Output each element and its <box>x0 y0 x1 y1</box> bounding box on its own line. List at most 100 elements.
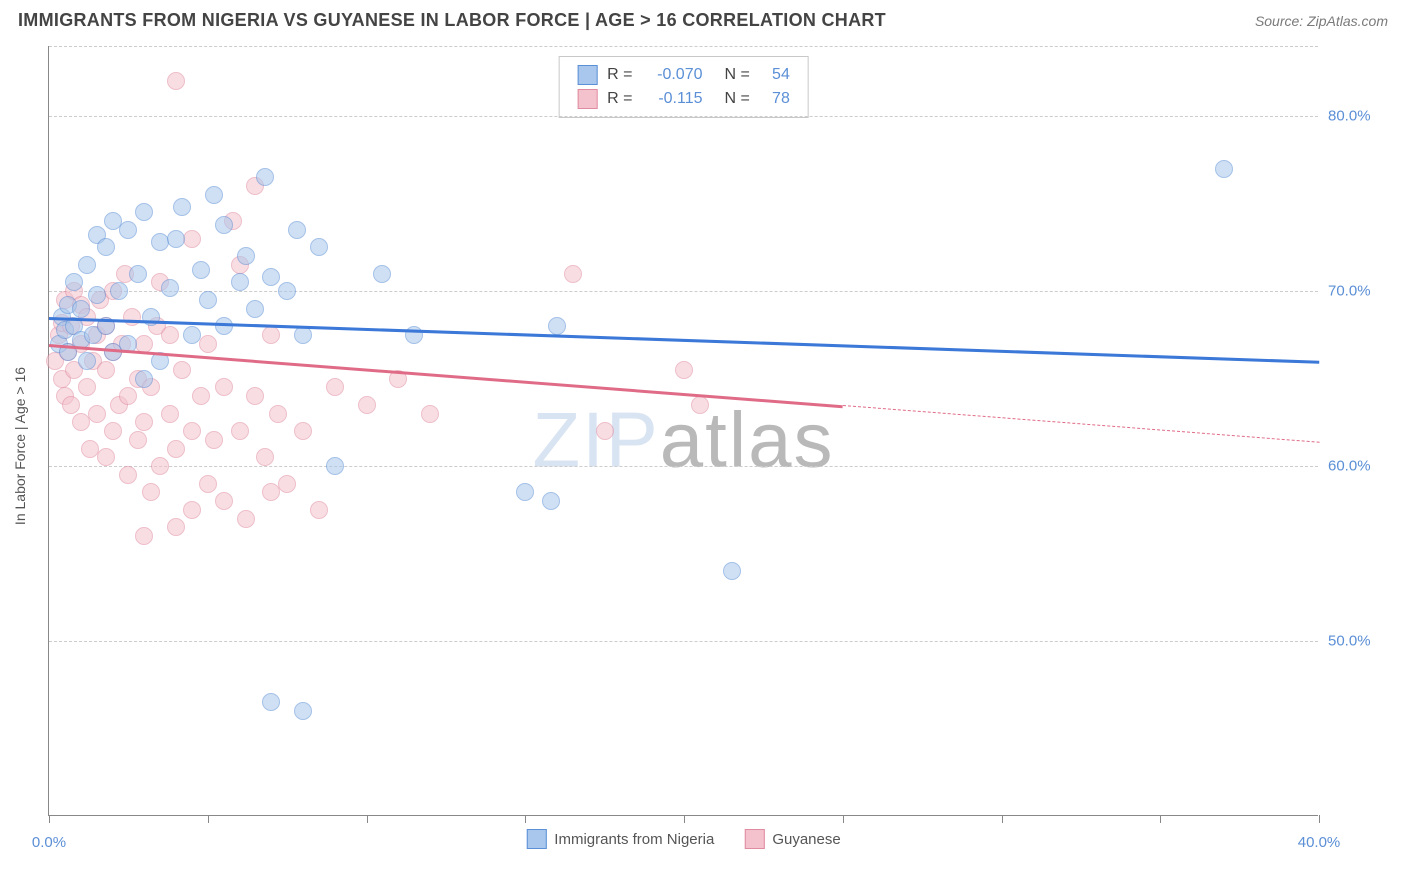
x-tick <box>1002 815 1003 823</box>
data-point-guyanese <box>237 510 255 528</box>
data-point-nigeria <box>173 198 191 216</box>
correlation-legend: R = -0.070 N = 54 R = -0.115 N = 78 <box>558 56 809 118</box>
data-point-guyanese <box>183 422 201 440</box>
data-point-guyanese <box>142 483 160 501</box>
data-point-guyanese <box>215 378 233 396</box>
data-point-guyanese <box>167 518 185 536</box>
data-point-guyanese <box>205 431 223 449</box>
y-axis-title: In Labor Force | Age > 16 <box>12 367 28 525</box>
data-point-guyanese <box>119 466 137 484</box>
data-point-nigeria <box>97 238 115 256</box>
data-point-nigeria <box>167 230 185 248</box>
data-point-nigeria <box>199 291 217 309</box>
data-point-nigeria <box>548 317 566 335</box>
n-value-guyanese: 78 <box>760 90 790 108</box>
data-point-nigeria <box>192 261 210 279</box>
data-point-guyanese <box>421 405 439 423</box>
data-point-guyanese <box>256 448 274 466</box>
data-point-guyanese <box>119 387 137 405</box>
data-point-nigeria <box>142 308 160 326</box>
data-point-guyanese <box>129 431 147 449</box>
swatch-guyanese <box>577 89 597 109</box>
data-point-nigeria <box>78 256 96 274</box>
data-point-guyanese <box>192 387 210 405</box>
data-point-nigeria <box>237 247 255 265</box>
x-tick <box>843 815 844 823</box>
r-value-nigeria: -0.070 <box>643 66 703 84</box>
data-point-nigeria <box>1215 160 1233 178</box>
gridline <box>49 466 1318 467</box>
data-point-nigeria <box>72 300 90 318</box>
data-point-guyanese <box>161 326 179 344</box>
x-tick-label: 40.0% <box>1298 834 1341 851</box>
x-tick <box>1319 815 1320 823</box>
legend-item-guyanese: Guyanese <box>744 829 840 849</box>
y-tick-label: 80.0% <box>1328 108 1388 125</box>
data-point-guyanese <box>151 457 169 475</box>
data-point-nigeria <box>110 282 128 300</box>
data-point-guyanese <box>161 405 179 423</box>
data-point-nigeria <box>262 268 280 286</box>
bottom-legend: Immigrants from Nigeria Guyanese <box>526 829 840 849</box>
data-point-guyanese <box>62 396 80 414</box>
data-point-guyanese <box>294 422 312 440</box>
data-point-guyanese <box>262 326 280 344</box>
data-point-nigeria <box>215 317 233 335</box>
data-point-guyanese <box>269 405 287 423</box>
data-point-nigeria <box>278 282 296 300</box>
x-tick <box>1160 815 1161 823</box>
data-point-guyanese <box>596 422 614 440</box>
data-point-nigeria <box>78 352 96 370</box>
x-tick <box>367 815 368 823</box>
trend-line <box>49 344 843 408</box>
y-tick-label: 60.0% <box>1328 458 1388 475</box>
data-point-guyanese <box>135 527 153 545</box>
data-point-nigeria <box>161 279 179 297</box>
x-tick-label: 0.0% <box>32 834 66 851</box>
data-point-nigeria <box>88 286 106 304</box>
swatch-guyanese-icon <box>744 829 764 849</box>
data-point-nigeria <box>231 273 249 291</box>
swatch-nigeria-icon <box>526 829 546 849</box>
chart-title: IMMIGRANTS FROM NIGERIA VS GUYANESE IN L… <box>18 10 886 31</box>
data-point-nigeria <box>288 221 306 239</box>
data-point-nigeria <box>326 457 344 475</box>
r-value-guyanese: -0.115 <box>643 90 703 108</box>
data-point-nigeria <box>516 483 534 501</box>
x-tick <box>208 815 209 823</box>
x-tick <box>49 815 50 823</box>
data-point-guyanese <box>97 448 115 466</box>
swatch-nigeria <box>577 65 597 85</box>
data-point-nigeria <box>129 265 147 283</box>
trend-line-dashed <box>843 405 1319 443</box>
data-point-guyanese <box>675 361 693 379</box>
data-point-nigeria <box>65 273 83 291</box>
data-point-nigeria <box>256 168 274 186</box>
data-point-nigeria <box>135 203 153 221</box>
data-point-nigeria <box>205 186 223 204</box>
data-point-guyanese <box>278 475 296 493</box>
data-point-guyanese <box>310 501 328 519</box>
data-point-guyanese <box>326 378 344 396</box>
chart-plot-area: ZIPatlas R = -0.070 N = 54 R = -0.115 N … <box>48 46 1318 816</box>
data-point-guyanese <box>104 422 122 440</box>
data-point-guyanese <box>215 492 233 510</box>
data-point-guyanese <box>358 396 376 414</box>
data-point-nigeria <box>310 238 328 256</box>
data-point-guyanese <box>231 422 249 440</box>
watermark: ZIPatlas <box>532 394 834 485</box>
data-point-nigeria <box>135 370 153 388</box>
data-point-nigeria <box>723 562 741 580</box>
data-point-guyanese <box>691 396 709 414</box>
data-point-guyanese <box>167 72 185 90</box>
y-tick-label: 50.0% <box>1328 633 1388 650</box>
data-point-nigeria <box>373 265 391 283</box>
data-point-guyanese <box>173 361 191 379</box>
data-point-guyanese <box>199 475 217 493</box>
data-point-guyanese <box>88 405 106 423</box>
data-point-guyanese <box>199 335 217 353</box>
data-point-guyanese <box>97 361 115 379</box>
data-point-guyanese <box>78 378 96 396</box>
data-point-nigeria <box>183 326 201 344</box>
data-point-guyanese <box>246 387 264 405</box>
